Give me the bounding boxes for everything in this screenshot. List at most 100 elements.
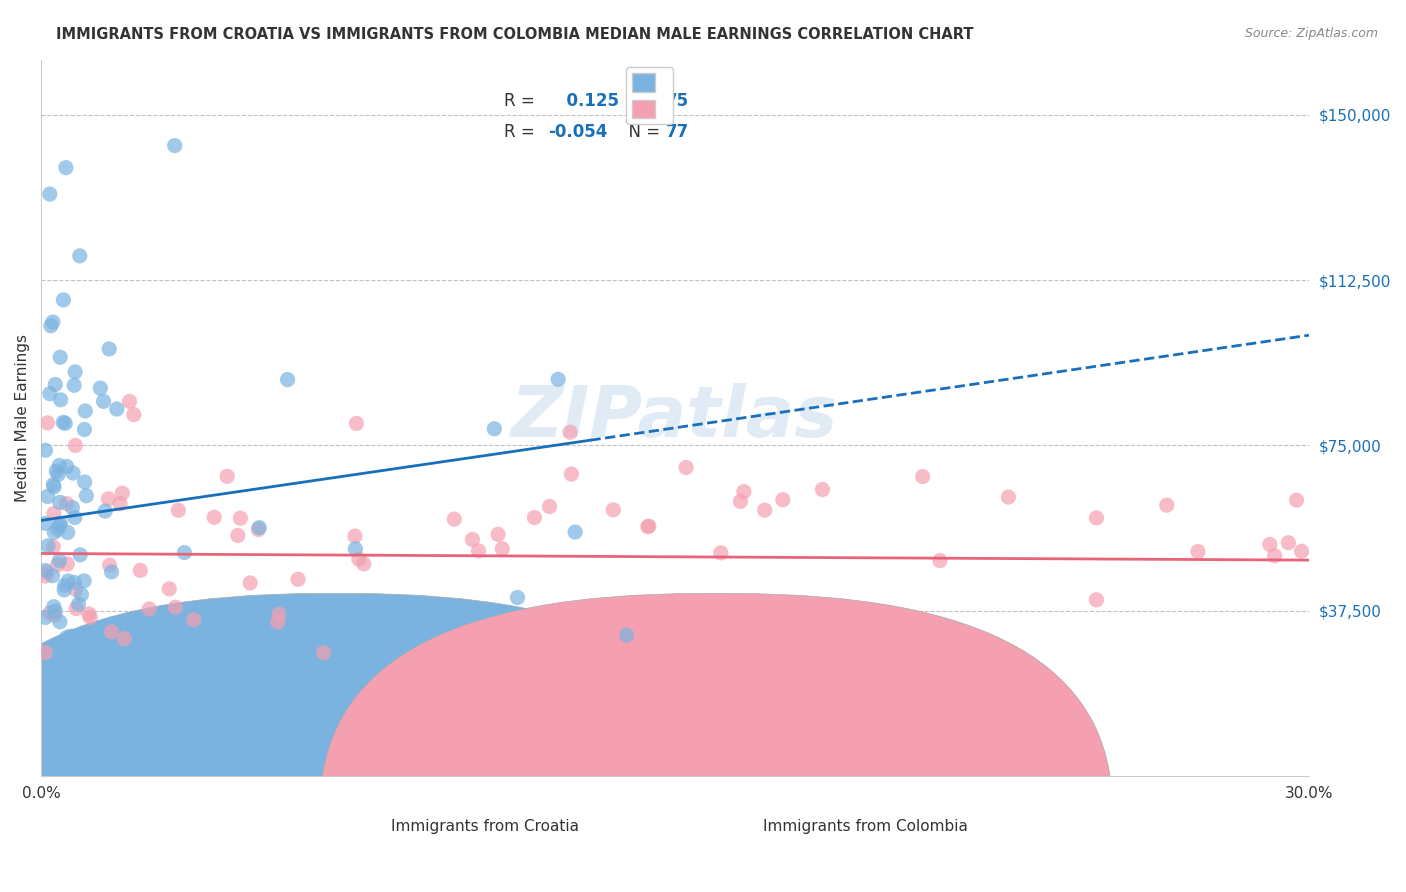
Point [73,574,96,588]
Point [564,524,586,539]
Point [75,489,97,503]
Point [547,372,569,386]
Text: R =: R = [503,92,534,110]
Point [34,564,56,578]
Point [46,467,69,482]
Point [46,522,69,536]
Point [55,631,77,645]
Point [443,512,465,526]
Point [37,416,59,430]
Point [733,484,755,499]
Point [34,646,56,660]
Point [347,552,370,566]
Point [98,342,121,356]
Point [63,378,86,392]
Point [1258,537,1281,551]
Point [129,563,152,577]
Point [281,606,304,620]
Point [59,629,82,643]
Point [44,608,66,623]
Point [122,408,145,422]
Point [94,504,117,518]
Point [344,541,367,556]
Point [37,566,59,580]
Point [79,610,101,624]
Point [73,475,96,489]
Point [55,459,77,474]
Point [163,138,186,153]
Point [929,553,952,567]
Point [138,602,160,616]
Point [461,533,484,547]
Point [42,480,65,494]
Point [1085,511,1108,525]
Point [247,521,270,535]
Point [53,578,76,592]
Text: 77: 77 [666,123,689,141]
Text: N =: N = [619,123,665,141]
Point [42,507,65,521]
Point [60,500,83,515]
Point [637,519,659,533]
Point [247,523,270,537]
Text: Source: ZipAtlas.com: Source: ZipAtlas.com [1244,27,1378,40]
Text: -0.054: -0.054 [548,123,607,141]
Point [42,540,65,554]
Point [1156,498,1178,512]
Text: N =: N = [619,92,665,110]
Point [1085,592,1108,607]
Point [69,249,91,263]
Text: R =: R = [503,123,534,141]
Point [997,490,1019,504]
Point [49,615,72,629]
Point [63,510,86,524]
Point [34,610,56,624]
Point [37,490,59,504]
Point [710,546,733,560]
Point [77,607,100,621]
Point [65,601,87,615]
Point [56,557,79,571]
Point [67,646,90,660]
Text: 0.125: 0.125 [554,92,619,110]
Point [34,516,56,531]
Point [56,525,79,540]
Point [1285,493,1308,508]
Point [312,646,335,660]
Point [323,619,346,633]
Point [67,597,90,611]
Point [560,467,582,482]
Point [48,458,70,473]
Point [229,511,252,525]
Point [277,373,299,387]
Point [267,607,290,622]
Point [49,351,72,365]
Point [637,519,659,533]
Point [53,417,76,431]
Legend: , : , [626,67,673,124]
Point [49,392,72,407]
Point [49,516,72,531]
Point [167,503,190,517]
Point [602,503,624,517]
Point [239,576,262,591]
Point [48,554,70,568]
Point [38,386,60,401]
Point [39,318,62,333]
Point [52,293,75,307]
Point [55,161,77,175]
Point [38,606,60,620]
Text: IMMIGRANTS FROM CROATIA VS IMMIGRANTS FROM COLOMBIA MEDIAN MALE EARNINGS CORRELA: IMMIGRANTS FROM CROATIA VS IMMIGRANTS FR… [56,27,974,42]
Point [97,491,120,506]
Point [42,315,65,329]
Text: ZIPatlas: ZIPatlas [512,384,839,452]
Point [467,544,489,558]
Point [63,365,86,379]
Point [183,613,205,627]
Point [44,377,66,392]
Point [62,466,84,480]
Point [34,443,56,458]
Point [538,500,561,514]
Point [93,394,115,409]
Point [73,423,96,437]
